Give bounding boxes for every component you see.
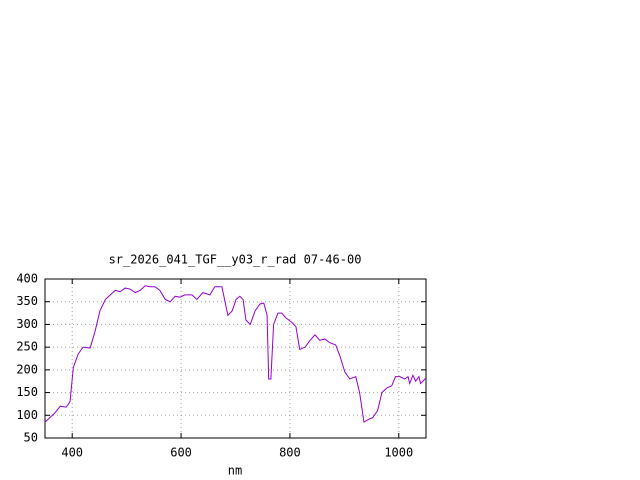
plot-frame [44,278,427,439]
y-tick-label: 400 [16,272,38,286]
data-line [44,285,427,423]
x-axis-label: nm [228,464,242,478]
x-tick-label: 800 [279,446,301,460]
y-tick-label: 300 [16,317,38,331]
y-tick-label: 350 [16,294,38,308]
x-tick-label: 400 [61,446,83,460]
y-tick-label: 200 [16,362,38,376]
y-tick-label: 150 [16,385,38,399]
y-tick-label: 50 [24,431,38,445]
chart-title: sr_2026_041_TGF__y03_r_rad 07-46-00 [109,253,362,267]
x-tick-label: 1000 [384,446,413,460]
y-tick-label: 100 [16,408,38,422]
x-tick-label: 600 [170,446,192,460]
y-tick-label: 250 [16,340,38,354]
